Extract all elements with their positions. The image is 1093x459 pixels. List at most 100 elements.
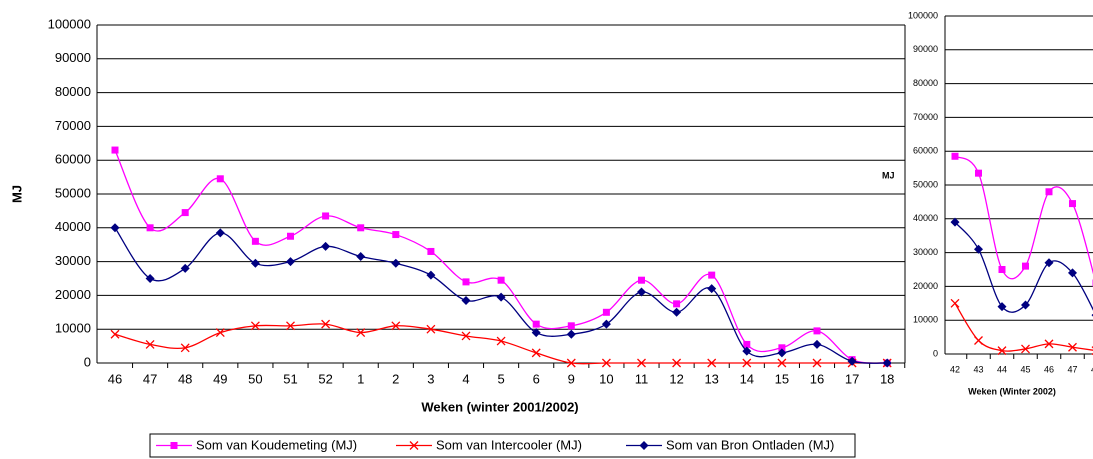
x-tick-label: 4 — [462, 371, 469, 386]
y-tick-label: 60000 — [55, 152, 91, 167]
marker — [461, 295, 471, 305]
x-tick-label: 10 — [599, 371, 613, 386]
y-tick-label: 0 — [933, 348, 938, 358]
y-tick-label: 30000 — [913, 247, 938, 257]
marker — [1022, 262, 1029, 270]
x-tick-label: 12 — [669, 371, 683, 386]
marker — [974, 244, 983, 254]
y-tick-label: 20000 — [913, 281, 938, 291]
marker — [1021, 344, 1030, 354]
marker — [216, 175, 224, 183]
marker — [110, 329, 120, 339]
marker — [743, 340, 751, 348]
y-axis-label: MJ — [9, 185, 24, 203]
y-tick-label: 50000 — [55, 185, 91, 200]
marker — [601, 319, 611, 329]
marker — [215, 228, 225, 238]
marker — [286, 257, 295, 267]
marker — [673, 300, 681, 308]
marker — [975, 169, 982, 177]
marker — [427, 247, 435, 255]
x-tick-label: 47 — [1067, 364, 1077, 374]
marker — [286, 321, 295, 331]
x-tick-label: 46 — [1044, 364, 1054, 374]
marker — [392, 231, 400, 239]
marker — [357, 224, 365, 232]
x-tick-label: 5 — [497, 371, 504, 386]
marker — [639, 441, 649, 450]
series-line — [114, 149, 888, 364]
marker — [742, 358, 752, 368]
x-tick-label: 49 — [213, 371, 227, 386]
marker — [812, 339, 822, 349]
marker — [391, 258, 401, 268]
x-tick-label: 18 — [880, 371, 894, 386]
marker — [250, 321, 260, 331]
marker — [707, 358, 717, 368]
marker — [145, 339, 155, 349]
y-tick-label: 50000 — [913, 179, 938, 189]
marker — [1045, 188, 1053, 196]
marker — [950, 217, 960, 227]
marker — [496, 336, 506, 346]
x-tick-label: 44 — [997, 364, 1007, 374]
marker — [356, 328, 366, 338]
marker — [251, 237, 259, 245]
marker — [1069, 200, 1076, 208]
marker — [601, 358, 611, 368]
x-tick-label: 13 — [704, 371, 718, 386]
marker — [215, 328, 225, 338]
marker — [637, 287, 646, 297]
x-tick-label: 1 — [357, 371, 364, 386]
y-tick-label: 100000 — [908, 10, 938, 20]
marker — [672, 307, 682, 317]
y-tick-label: 20000 — [55, 287, 91, 302]
x-tick-label: 15 — [775, 371, 789, 386]
x-tick-label: 14 — [740, 371, 754, 386]
y-tick-label: 80000 — [55, 84, 91, 99]
marker — [777, 358, 787, 368]
marker — [287, 232, 294, 240]
marker — [321, 241, 331, 251]
marker — [997, 302, 1007, 312]
marker — [146, 224, 154, 232]
legend-label: Som van Koudemeting (MJ) — [196, 437, 357, 452]
marker — [566, 358, 576, 368]
marker — [180, 263, 190, 273]
y-tick-label: 0 — [84, 354, 91, 369]
x-tick-label: 2 — [392, 371, 399, 386]
marker — [1021, 300, 1030, 310]
x-tick-label: 46 — [108, 371, 122, 386]
marker — [462, 278, 470, 286]
marker — [742, 346, 752, 356]
marker — [170, 442, 178, 449]
marker — [1044, 339, 1054, 349]
x-tick-label: 45 — [1020, 364, 1030, 374]
marker — [496, 292, 506, 302]
marker — [998, 266, 1006, 273]
marker — [1044, 258, 1054, 268]
x-axis-label: Weken (winter 2001/2002) — [421, 399, 578, 414]
marker — [409, 441, 419, 450]
marker — [672, 358, 682, 368]
y-tick-label: 10000 — [55, 321, 91, 336]
y-tick-label: 10000 — [913, 315, 938, 325]
x-tick-label: 50 — [248, 371, 262, 386]
marker — [181, 209, 189, 217]
marker — [777, 348, 787, 358]
legend-box — [149, 433, 856, 458]
marker — [1068, 268, 1077, 278]
marker — [567, 322, 575, 330]
x-tick-label: 48 — [178, 371, 192, 386]
marker — [110, 223, 120, 233]
x-tick-label: 16 — [810, 371, 824, 386]
y-tick-label: 90000 — [55, 50, 91, 65]
marker — [708, 271, 716, 279]
marker — [426, 270, 436, 280]
y-tick-label: 80000 — [913, 78, 938, 88]
x-tick-label: 47 — [143, 371, 157, 386]
x-tick-label: 52 — [318, 371, 332, 386]
y-tick-label: 100000 — [48, 16, 91, 31]
marker — [531, 348, 541, 358]
